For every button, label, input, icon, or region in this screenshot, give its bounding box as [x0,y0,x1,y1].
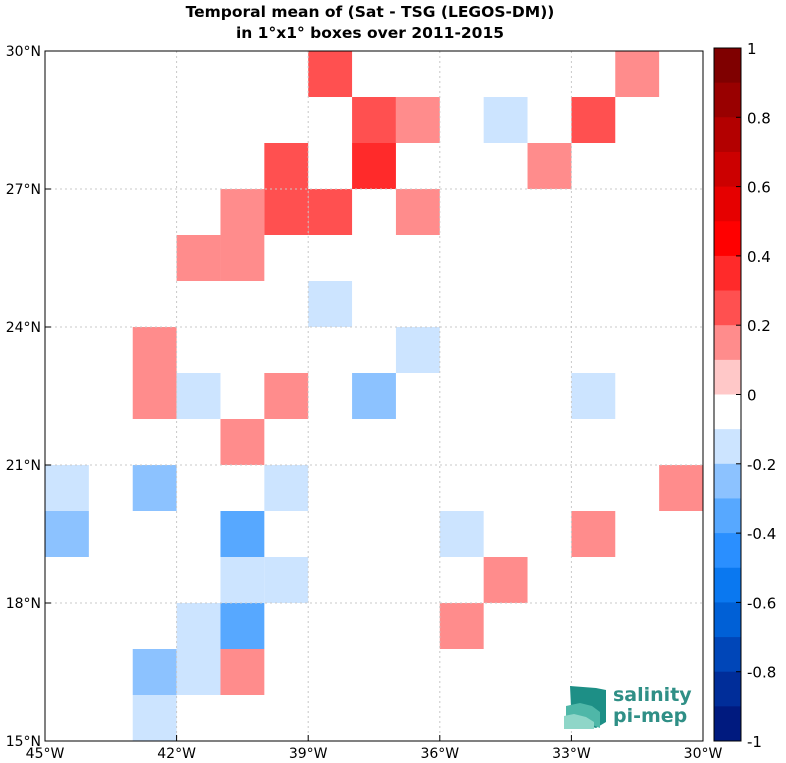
colorbar-swatch [714,48,741,84]
colorbar-swatch [714,602,741,638]
heatmap-cell [308,189,353,235]
heatmap-cell [395,327,440,373]
y-tick-label: 15°N [6,734,41,750]
colorbar-swatch [714,117,741,153]
heatmap-cell [615,51,660,97]
heatmap-cell [176,235,221,281]
heatmap-cells [45,51,703,741]
chart-subtitle: in 1°x1° boxes over 2011-2015 [236,24,504,42]
colorbar-swatch [714,186,741,222]
heatmap-cell [352,97,396,143]
colorbar-tick-label: -0.6 [747,594,776,612]
colorbar-swatch [714,429,741,465]
heatmap-cell [264,557,309,603]
heatmap-cell [45,465,89,511]
colorbar-tick-label: -0.2 [747,456,776,474]
x-tick-label: 39°W [289,746,328,762]
colorbar-tick-label: 0.2 [747,317,771,335]
colorbar-swatch [714,325,741,361]
colorbar-swatch [714,221,741,257]
colorbar-swatch [714,151,741,187]
colorbar-swatch [714,255,741,291]
colorbar-swatch [714,463,741,499]
heatmap-cell [220,511,265,557]
plot-frame [44,50,704,742]
colorbar-tick-label: 0.4 [747,248,771,266]
y-tick-label: 27°N [6,182,41,198]
y-tick-label: 24°N [6,320,41,336]
heatmap-cell [132,373,177,419]
heatmap-cell [220,603,265,649]
heatmap-cell [659,465,703,511]
grid-lines [45,51,703,741]
colorbar-swatch [714,82,741,118]
y-tick-label: 21°N [6,458,41,474]
heatmap-cell [264,189,309,235]
heatmap-cell [220,189,265,235]
colorbar: 1 0.8 0.6 0.4 0.2 0 -0.2 -0.4 -0.6 -0.8 -1 [713,40,776,751]
colorbar-swatch [714,359,741,395]
colorbar-tick-label: 0.6 [747,179,771,197]
heatmap-cell [264,143,309,189]
heatmap-cell [220,557,265,603]
heatmap-cell [176,603,221,649]
colorbar-tick-label: -0.4 [747,525,776,543]
colorbar-swatch [714,637,741,673]
heatmap-cell [308,51,353,97]
heatmap-cell [45,511,89,557]
heatmap-cell [220,235,265,281]
x-tick-label: 45°W [26,746,65,762]
x-tick-label: 30°W [684,746,723,762]
heatmap-cell [264,373,309,419]
heatmap-cell [395,189,440,235]
logo-text-salinity: salinity [613,684,692,706]
heatmap-cell [352,373,396,419]
heatmap-cell [132,695,177,741]
y-tick-label: 30°N [6,44,41,60]
colorbar-swatch [714,394,741,430]
x-tick-label: 36°W [420,746,459,762]
heatmap-cell [527,143,572,189]
colorbar-tick-label: 0 [747,387,757,405]
heatmap-cell [395,97,440,143]
heatmap-cell [176,373,221,419]
heatmap-cell [308,281,353,327]
heatmap-cell [220,649,265,695]
colorbar-tick-label: -1 [747,733,762,751]
heatmap-cell [132,649,177,695]
colorbar-tick-label: 0.8 [747,109,771,127]
heatmap-cell [132,465,177,511]
heatmap-cell [264,465,309,511]
heatmap-cell [571,511,616,557]
axis-ticks: 45°W 42°W 39°W 36°W 33°W 30°W 15°N 18°N 21°N 24°N… [6,44,723,762]
heatmap-cell [439,511,484,557]
heatmap-cell [571,373,616,419]
colorbar-swatch [714,671,741,707]
heatmap-cell [176,649,221,695]
heatmap-cell [220,419,265,465]
heatmap-cell [483,557,528,603]
chart-title: Temporal mean of (Sat - TSG (LEGOS-DM)) [186,3,555,21]
x-tick-label: 42°W [157,746,196,762]
colorbar-tick-label: 1 [747,40,757,58]
logo-text-pi-mep: pi-mep [613,705,687,727]
colorbar-swatch [714,567,741,603]
heatmap-cell [571,97,616,143]
y-tick-label: 18°N [6,596,41,612]
wave-logo-icon [564,686,606,729]
colorbar-tick-label: -0.8 [747,664,776,682]
heatmap-cell [352,143,396,189]
colorbar-swatch [714,498,741,534]
colorbar-swatch [714,533,741,569]
salinity-pi-mep-logo: salinity pi-mep [564,684,692,729]
heatmap-cell [132,327,177,373]
colorbar-swatch [714,706,741,742]
x-tick-label: 33°W [552,746,591,762]
heatmap-cell [439,603,484,649]
colorbar-swatch [714,290,741,326]
heatmap-cell [483,97,528,143]
